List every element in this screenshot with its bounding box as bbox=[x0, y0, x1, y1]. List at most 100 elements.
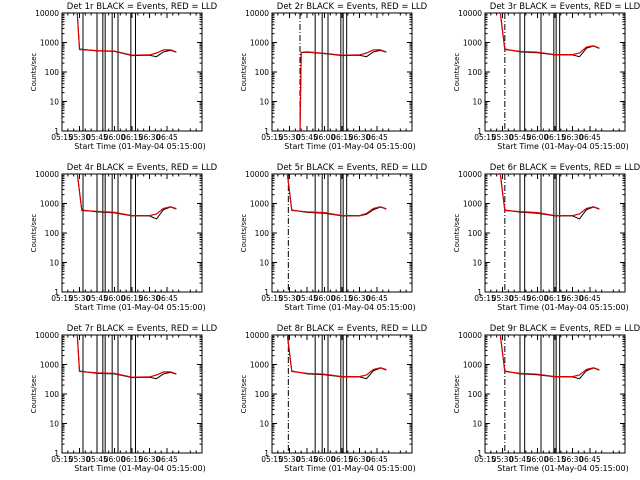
y-axis-label: Counts/sec bbox=[240, 375, 248, 414]
y-tick-label: 10 bbox=[472, 420, 482, 429]
x-tick-label: 05:15 bbox=[51, 294, 73, 303]
y-tick-label: 1000 bbox=[463, 39, 482, 48]
y-axis-label: Counts/sec bbox=[30, 375, 38, 414]
y-tick-label: 10 bbox=[49, 98, 59, 107]
y-tick-label: 1000 bbox=[250, 39, 269, 48]
y-tick-label: 1000 bbox=[463, 200, 482, 209]
y-tick-label: 1000 bbox=[40, 39, 59, 48]
lld-series-line bbox=[76, 335, 177, 378]
panel-title: Det 9r BLACK = Events, RED = LLD bbox=[490, 324, 640, 334]
y-tick-label: 10 bbox=[472, 98, 482, 107]
x-tick-label: 05:30 bbox=[492, 133, 514, 142]
x-tick-label: 05:15 bbox=[474, 455, 496, 464]
x-tick-label: 05:15 bbox=[261, 133, 283, 142]
y-tick-label: 1 bbox=[477, 288, 482, 297]
y-tick-label: 100 bbox=[255, 229, 270, 238]
x-tick-label: 06:45 bbox=[366, 455, 388, 464]
x-tick-label: 05:30 bbox=[69, 455, 91, 464]
x-tick-label: 05:45 bbox=[86, 133, 108, 142]
x-axis-label: Start Time (01-May-04 05:15:00) bbox=[497, 303, 628, 312]
y-tick-label: 1000 bbox=[463, 361, 482, 370]
y-tick-label: 1000 bbox=[250, 361, 269, 370]
x-tick-label: 05:45 bbox=[296, 133, 318, 142]
x-axis-label: Start Time (01-May-04 05:15:00) bbox=[497, 464, 628, 473]
chart-panel-5: Det 5r BLACK = Events, RED = LLD 1 10 100 10… bbox=[240, 163, 428, 312]
x-tick-label: 06:45 bbox=[156, 455, 178, 464]
y-tick-label: 1000 bbox=[250, 200, 269, 209]
x-tick-label: 06:00 bbox=[314, 455, 336, 464]
y-tick-label: 1 bbox=[264, 449, 269, 458]
lld-series-line bbox=[499, 13, 600, 56]
chart-panel-9: Det 9r BLACK = Events, RED = LLD 1 10 100 10… bbox=[453, 324, 640, 473]
x-axis-label: Start Time (01-May-04 05:15:00) bbox=[284, 303, 415, 312]
x-tick-label: 06:15 bbox=[331, 294, 353, 303]
y-tick-label: 10 bbox=[49, 259, 59, 268]
x-tick-label: 05:15 bbox=[261, 455, 283, 464]
x-tick-label: 06:45 bbox=[579, 455, 601, 464]
y-tick-label: 10 bbox=[259, 259, 269, 268]
x-tick-label: 06:30 bbox=[349, 133, 371, 142]
x-axis-label: Start Time (01-May-04 05:15:00) bbox=[497, 142, 628, 151]
x-tick-label: 05:30 bbox=[279, 294, 301, 303]
y-axis-label: Counts/sec bbox=[453, 375, 461, 414]
events-series-line bbox=[499, 13, 600, 58]
x-tick-label: 06:00 bbox=[104, 455, 126, 464]
panel-title: Det 6r BLACK = Events, RED = LLD bbox=[490, 163, 640, 173]
x-axis-label: Start Time (01-May-04 05:15:00) bbox=[284, 464, 415, 473]
y-tick-label: 10000 bbox=[245, 170, 269, 179]
y-tick-label: 10000 bbox=[35, 331, 59, 340]
events-series-line bbox=[286, 335, 387, 380]
y-tick-label: 10 bbox=[259, 420, 269, 429]
x-tick-label: 06:30 bbox=[349, 294, 371, 303]
y-tick-label: 100 bbox=[45, 229, 60, 238]
x-tick-label: 06:45 bbox=[156, 133, 178, 142]
y-tick-label: 10000 bbox=[35, 9, 59, 18]
lld-series-line bbox=[76, 13, 177, 56]
x-tick-label: 06:15 bbox=[544, 294, 566, 303]
y-tick-label: 100 bbox=[45, 390, 60, 399]
panel-title: Det 8r BLACK = Events, RED = LLD bbox=[277, 324, 428, 334]
y-tick-label: 10000 bbox=[458, 9, 482, 18]
x-tick-label: 06:15 bbox=[121, 133, 143, 142]
y-tick-label: 1000 bbox=[40, 200, 59, 209]
y-tick-label: 100 bbox=[468, 229, 483, 238]
data-layer bbox=[499, 13, 600, 131]
y-tick-label: 10000 bbox=[458, 170, 482, 179]
x-tick-label: 05:30 bbox=[279, 133, 301, 142]
y-tick-label: 10000 bbox=[458, 331, 482, 340]
x-axis-label: Start Time (01-May-04 05:15:00) bbox=[74, 303, 205, 312]
y-axis-label: Counts/sec bbox=[30, 214, 38, 253]
x-tick-label: 06:00 bbox=[527, 294, 549, 303]
y-tick-label: 100 bbox=[255, 390, 270, 399]
data-layer bbox=[499, 335, 600, 453]
data-layer bbox=[76, 174, 177, 292]
x-tick-label: 05:30 bbox=[69, 133, 91, 142]
x-tick-label: 06:15 bbox=[121, 455, 143, 464]
x-tick-label: 05:15 bbox=[474, 294, 496, 303]
plot-frame bbox=[271, 334, 413, 454]
chart-panel-7: Det 7r BLACK = Events, RED = LLD 1 10 100 10… bbox=[30, 324, 218, 473]
y-tick-label: 10 bbox=[259, 98, 269, 107]
panel-title: Det 5r BLACK = Events, RED = LLD bbox=[277, 163, 428, 173]
data-layer bbox=[76, 335, 177, 453]
data-layer bbox=[286, 335, 387, 453]
x-tick-label: 05:45 bbox=[509, 133, 531, 142]
panel-title: Det 4r BLACK = Events, RED = LLD bbox=[67, 163, 218, 173]
events-series-line bbox=[499, 335, 600, 380]
x-tick-label: 05:45 bbox=[296, 455, 318, 464]
chart-panel-2: Det 2r BLACK = Events, RED = LLD 1 10 100 10… bbox=[240, 2, 428, 151]
x-tick-label: 06:00 bbox=[104, 133, 126, 142]
x-axis-label: Start Time (01-May-04 05:15:00) bbox=[284, 142, 415, 151]
y-tick-label: 1000 bbox=[40, 361, 59, 370]
x-tick-label: 05:45 bbox=[86, 455, 108, 464]
x-tick-label: 05:45 bbox=[509, 294, 531, 303]
y-tick-label: 100 bbox=[468, 68, 483, 77]
data-layer bbox=[76, 13, 177, 131]
y-tick-label: 10000 bbox=[245, 9, 269, 18]
x-tick-label: 06:45 bbox=[156, 294, 178, 303]
x-tick-label: 05:15 bbox=[261, 294, 283, 303]
y-axis-label: Counts/sec bbox=[240, 214, 248, 253]
plot-frame bbox=[271, 173, 413, 293]
y-axis-label: Counts/sec bbox=[30, 53, 38, 92]
x-tick-label: 06:00 bbox=[104, 294, 126, 303]
